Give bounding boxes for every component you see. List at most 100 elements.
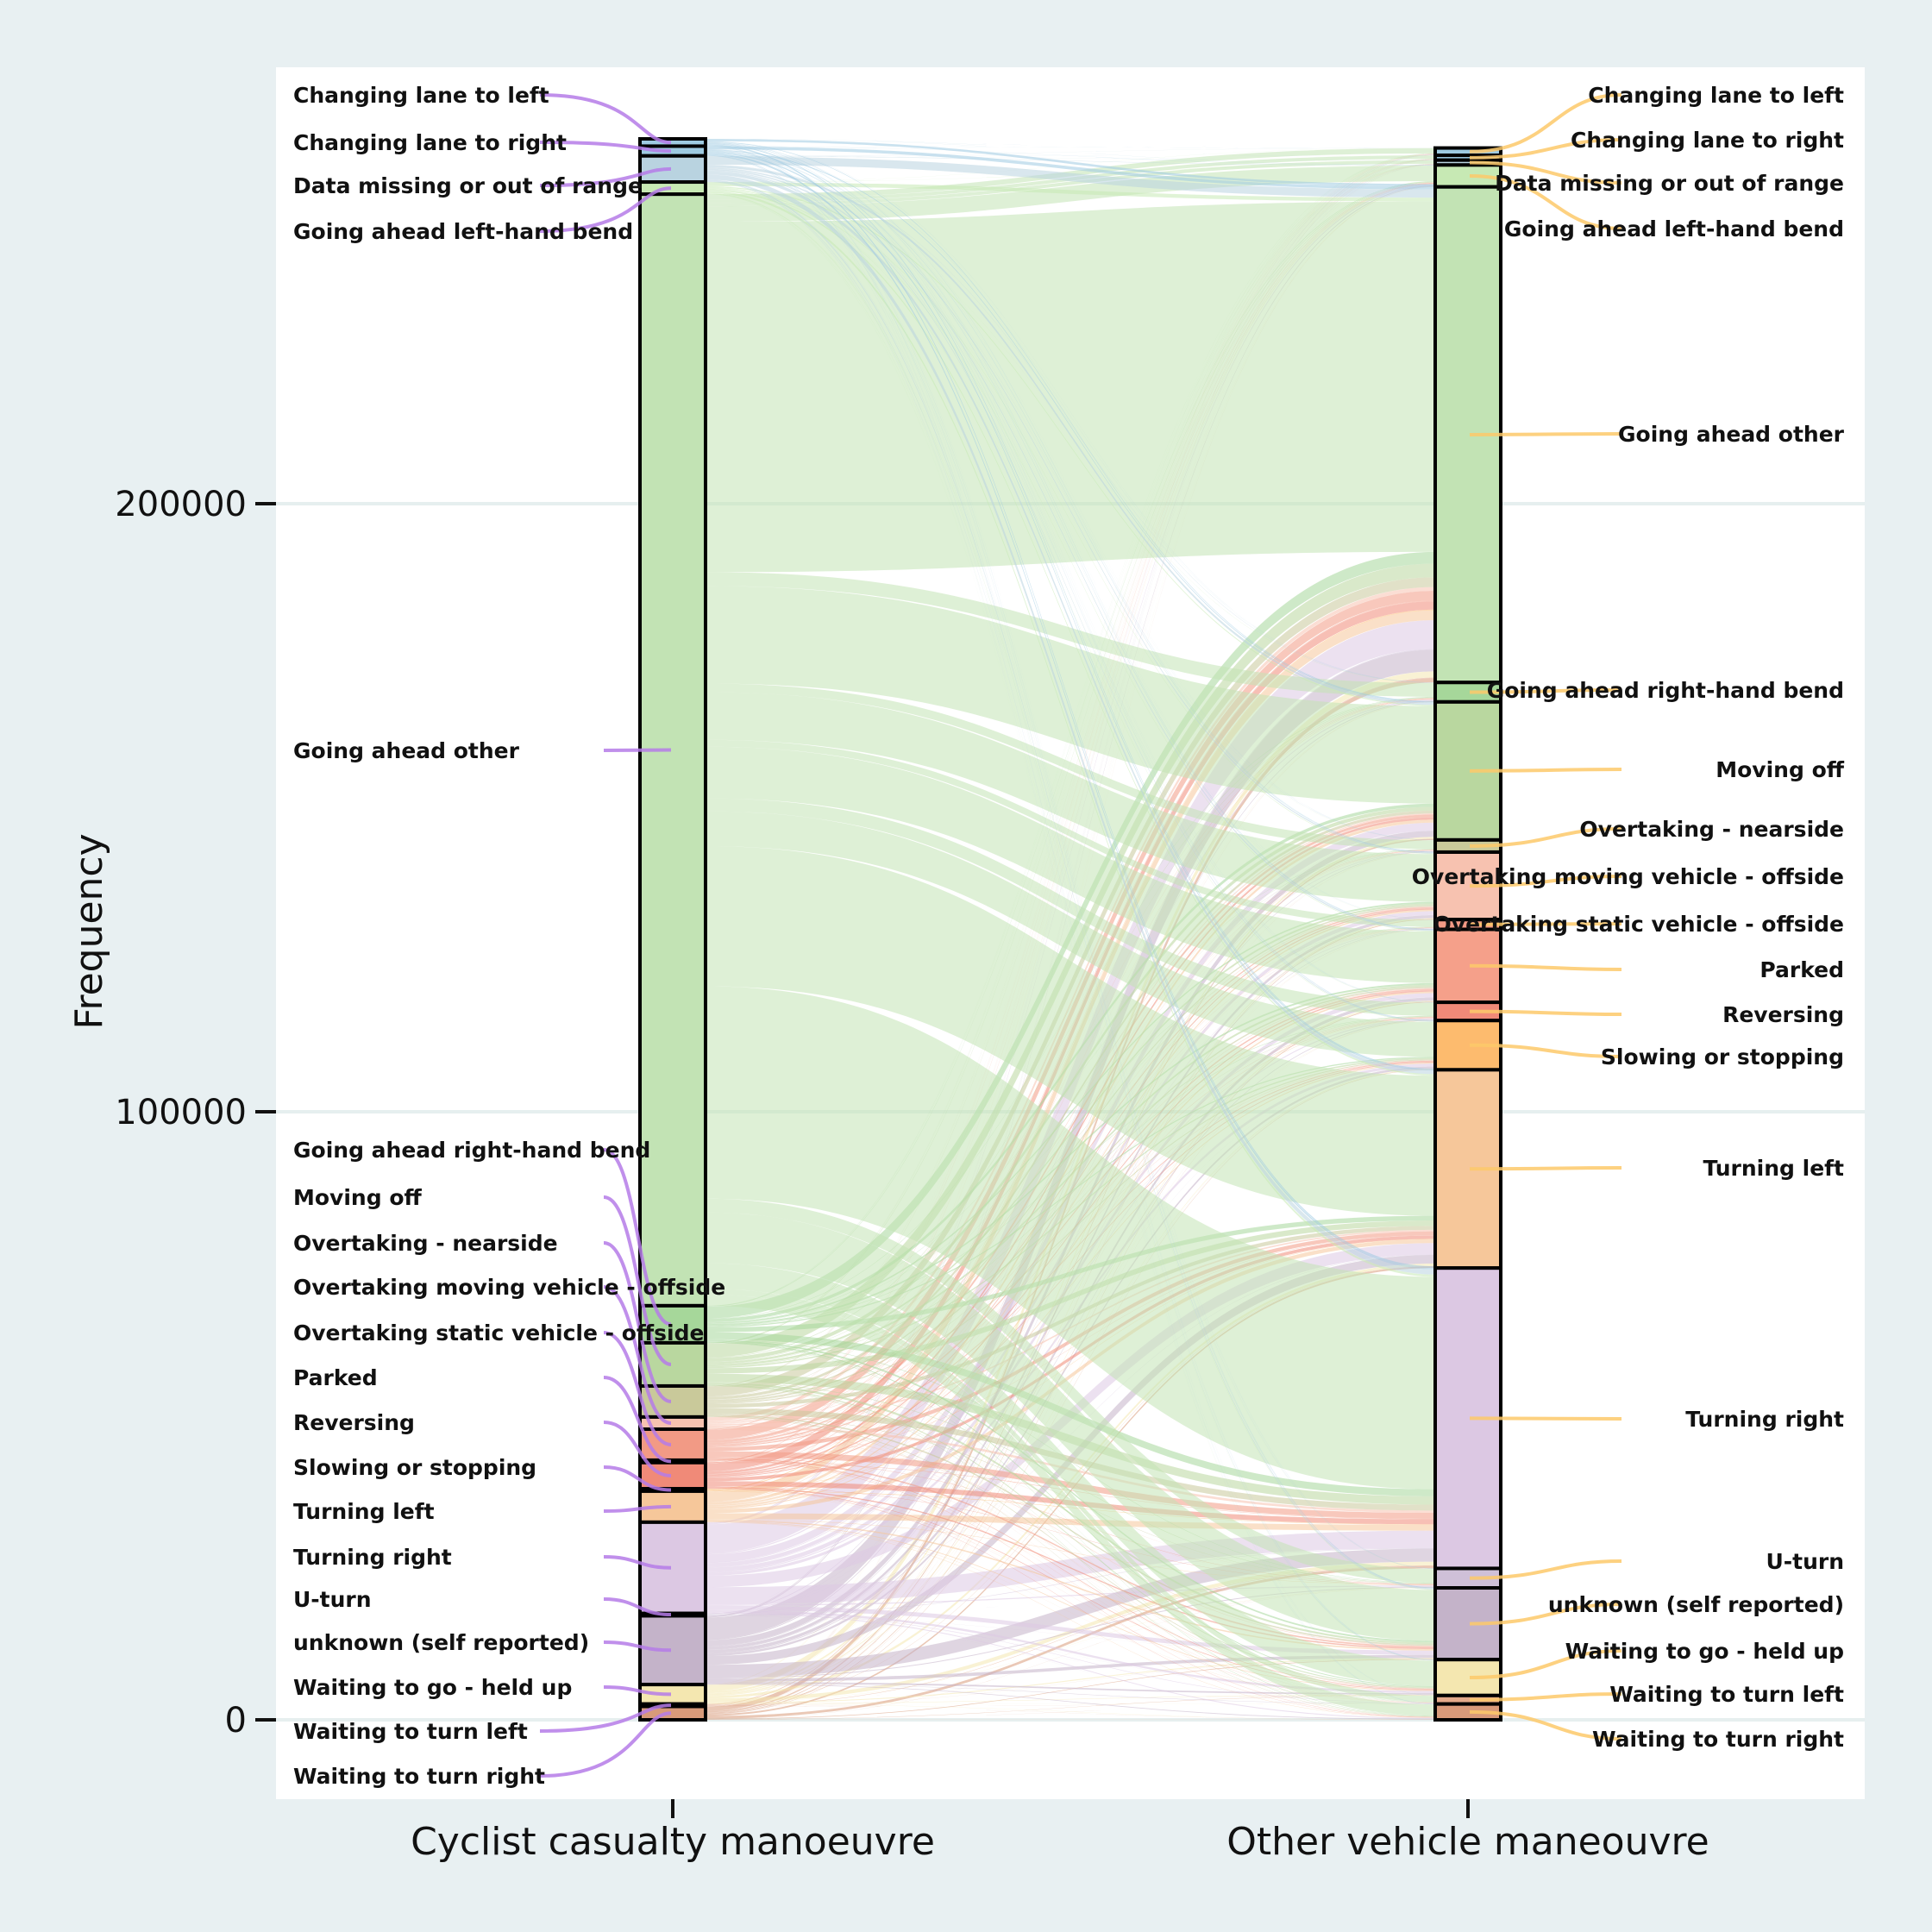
flow bbox=[706, 1684, 1435, 1720]
left-stratum-label: Moving off bbox=[293, 1185, 422, 1210]
flow bbox=[706, 170, 1435, 1022]
flow bbox=[706, 1615, 1435, 1719]
left-leader-line bbox=[539, 141, 672, 154]
flow bbox=[706, 1416, 1435, 1703]
right-stratum-label: Data missing or out of range bbox=[1495, 171, 1844, 196]
flow bbox=[706, 146, 1435, 1704]
left-leader-line bbox=[603, 1597, 672, 1617]
flow bbox=[706, 159, 1435, 1490]
flow bbox=[706, 845, 1435, 1216]
right-leader-line bbox=[1469, 174, 1622, 230]
flow bbox=[706, 145, 1435, 1588]
flow bbox=[706, 149, 1435, 683]
flow bbox=[706, 1490, 1435, 1703]
flow bbox=[706, 192, 1435, 1570]
y-tick-label: 200000 bbox=[115, 485, 247, 524]
flow bbox=[706, 563, 1435, 1358]
flow bbox=[706, 174, 1435, 1275]
left-stratum-label: Changing lane to left bbox=[293, 83, 549, 108]
flow bbox=[706, 1486, 1435, 1649]
right-stratum-label: Moving off bbox=[1716, 757, 1844, 782]
x-axis-label: Cyclist casualty manoeuvre bbox=[411, 1820, 935, 1864]
flow bbox=[706, 1288, 1435, 1703]
flow bbox=[706, 1459, 1435, 1717]
flow bbox=[706, 181, 1435, 1705]
flow bbox=[706, 1000, 1435, 1696]
left-stratum-label: Going ahead left-hand bend bbox=[293, 219, 633, 244]
flow bbox=[706, 201, 1435, 573]
flow bbox=[706, 683, 1435, 850]
flow bbox=[706, 814, 1435, 1443]
flow bbox=[706, 1706, 1435, 1720]
flow bbox=[706, 154, 1435, 1589]
flow bbox=[706, 185, 1435, 1614]
flow bbox=[706, 1586, 1435, 1679]
right-leader-line bbox=[1469, 688, 1622, 694]
right-stratum-label: Parked bbox=[1760, 957, 1844, 982]
flow bbox=[706, 1235, 1435, 1462]
flow bbox=[706, 1611, 1435, 1704]
flow bbox=[706, 1703, 1435, 1720]
right-leader-line bbox=[1469, 93, 1622, 154]
flow bbox=[706, 167, 1435, 841]
flow bbox=[706, 139, 1435, 187]
flow bbox=[706, 141, 1435, 683]
flow bbox=[706, 1565, 1435, 1707]
right-stratum-label: Overtaking static vehicle - offside bbox=[1433, 912, 1844, 937]
right-leader-line bbox=[1469, 963, 1622, 971]
left-stratum bbox=[638, 180, 707, 197]
right-stratum-label: Overtaking moving vehicle - offside bbox=[1412, 864, 1844, 889]
flow bbox=[706, 170, 1435, 1003]
right-leader-line bbox=[1469, 1649, 1622, 1679]
flow bbox=[706, 139, 1435, 156]
flow bbox=[706, 1339, 1435, 1584]
flow bbox=[706, 156, 1435, 198]
right-leader-line bbox=[1469, 432, 1622, 436]
flow bbox=[706, 1490, 1435, 1585]
flow bbox=[706, 1488, 1435, 1718]
left-leader-line bbox=[603, 1685, 672, 1697]
left-stratum-label: Reversing bbox=[293, 1410, 415, 1435]
left-leader-line bbox=[603, 1241, 672, 1403]
flow bbox=[706, 1612, 1435, 1719]
flow bbox=[706, 1695, 1435, 1707]
flow bbox=[706, 1212, 1435, 1641]
flow bbox=[706, 191, 1435, 1277]
flow bbox=[706, 1490, 1435, 1718]
flow bbox=[706, 184, 1435, 1492]
right-leader-line bbox=[1469, 922, 1622, 926]
flow bbox=[706, 1414, 1435, 1647]
flow bbox=[706, 1415, 1435, 1689]
right-stratum-label: unknown (self reported) bbox=[1548, 1592, 1844, 1617]
flow bbox=[706, 147, 1435, 183]
flow bbox=[706, 849, 1435, 1363]
flow bbox=[706, 1658, 1435, 1703]
flow bbox=[706, 1414, 1435, 1584]
flow bbox=[706, 1462, 1435, 1703]
flow bbox=[706, 193, 1435, 1697]
flow bbox=[706, 155, 1435, 1660]
flow bbox=[706, 150, 1435, 840]
flow bbox=[706, 188, 1435, 932]
flow bbox=[706, 171, 1435, 1075]
flow bbox=[706, 1615, 1435, 1704]
flow bbox=[706, 1428, 1435, 1717]
right-leader-line bbox=[1469, 138, 1622, 160]
flow bbox=[706, 183, 1435, 1464]
flow bbox=[706, 150, 1435, 920]
flow bbox=[706, 1587, 1435, 1703]
right-leader-line bbox=[1469, 875, 1622, 888]
flow bbox=[706, 739, 1435, 927]
flow bbox=[706, 179, 1435, 1569]
flow bbox=[706, 1341, 1435, 1687]
right-leader-line bbox=[1469, 827, 1622, 848]
flow bbox=[706, 1428, 1435, 1690]
flow bbox=[706, 154, 1435, 1492]
flow bbox=[706, 926, 1435, 1325]
flow bbox=[706, 183, 1435, 1461]
flow bbox=[706, 146, 1435, 1696]
flow bbox=[706, 1458, 1435, 1690]
flow bbox=[706, 139, 1435, 148]
right-leader-line bbox=[1469, 1009, 1622, 1016]
flow bbox=[706, 810, 1435, 1400]
